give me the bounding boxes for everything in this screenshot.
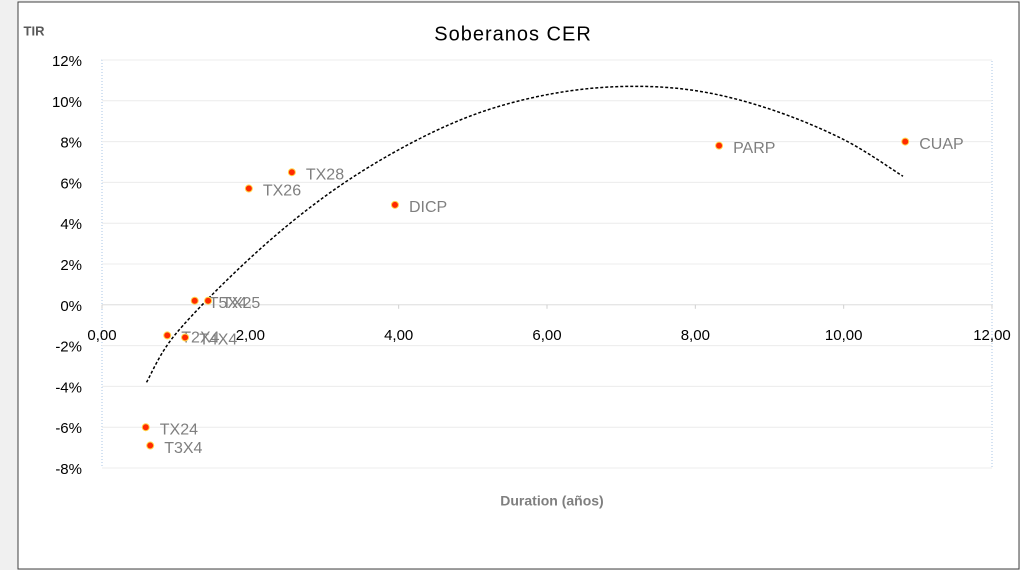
data-point xyxy=(715,141,724,150)
data-point xyxy=(146,441,155,450)
data-point xyxy=(204,296,213,305)
x-tick-label: 12,00 xyxy=(973,327,1011,344)
data-label: T4X4 xyxy=(199,332,237,349)
y-tick-label: -6% xyxy=(55,420,82,437)
y-tick-label: 10% xyxy=(52,94,82,111)
x-tick-label: 6,00 xyxy=(532,327,561,344)
x-tick-label: 0,00 xyxy=(87,327,116,344)
y-tick-label: -2% xyxy=(55,339,82,356)
x-tick-label: 4,00 xyxy=(384,327,413,344)
data-point xyxy=(287,168,296,177)
data-point xyxy=(901,137,910,146)
data-label: TX28 xyxy=(306,166,344,183)
data-label: T3X4 xyxy=(164,440,202,457)
data-label: T2X4 xyxy=(181,330,219,347)
data-label: DICP xyxy=(409,199,447,216)
y-tick-label: 12% xyxy=(52,53,82,70)
y-tick-label: 8% xyxy=(60,135,82,152)
data-point xyxy=(141,423,150,432)
x-tick-label: 8,00 xyxy=(681,327,710,344)
data-label: TX26 xyxy=(263,183,301,200)
data-point xyxy=(181,333,190,342)
y-tick-label: -8% xyxy=(55,461,82,478)
x-axis-title: Duration (años) xyxy=(500,493,603,509)
y-tick-label: 0% xyxy=(60,298,82,315)
data-point xyxy=(190,296,199,305)
trendline xyxy=(145,85,904,383)
data-label: TX25 xyxy=(222,295,260,312)
y-axis-title: TIR xyxy=(24,23,46,38)
data-point xyxy=(390,200,399,209)
data-label: T5X4 xyxy=(209,295,247,312)
chart-title: Soberanos CER xyxy=(434,23,592,45)
y-tick-label: 4% xyxy=(60,216,82,233)
data-point xyxy=(163,331,172,340)
y-tick-label: 6% xyxy=(60,175,82,192)
data-label: CUAP xyxy=(919,136,963,153)
data-point xyxy=(244,184,253,193)
x-tick-label: 2,00 xyxy=(236,327,265,344)
y-tick-label: -4% xyxy=(55,379,82,396)
x-tick-label: 10,00 xyxy=(825,327,863,344)
data-label: PARP xyxy=(733,140,775,157)
data-label: TX24 xyxy=(160,421,198,438)
chart-area xyxy=(17,1,1020,570)
y-tick-label: 2% xyxy=(60,257,82,274)
